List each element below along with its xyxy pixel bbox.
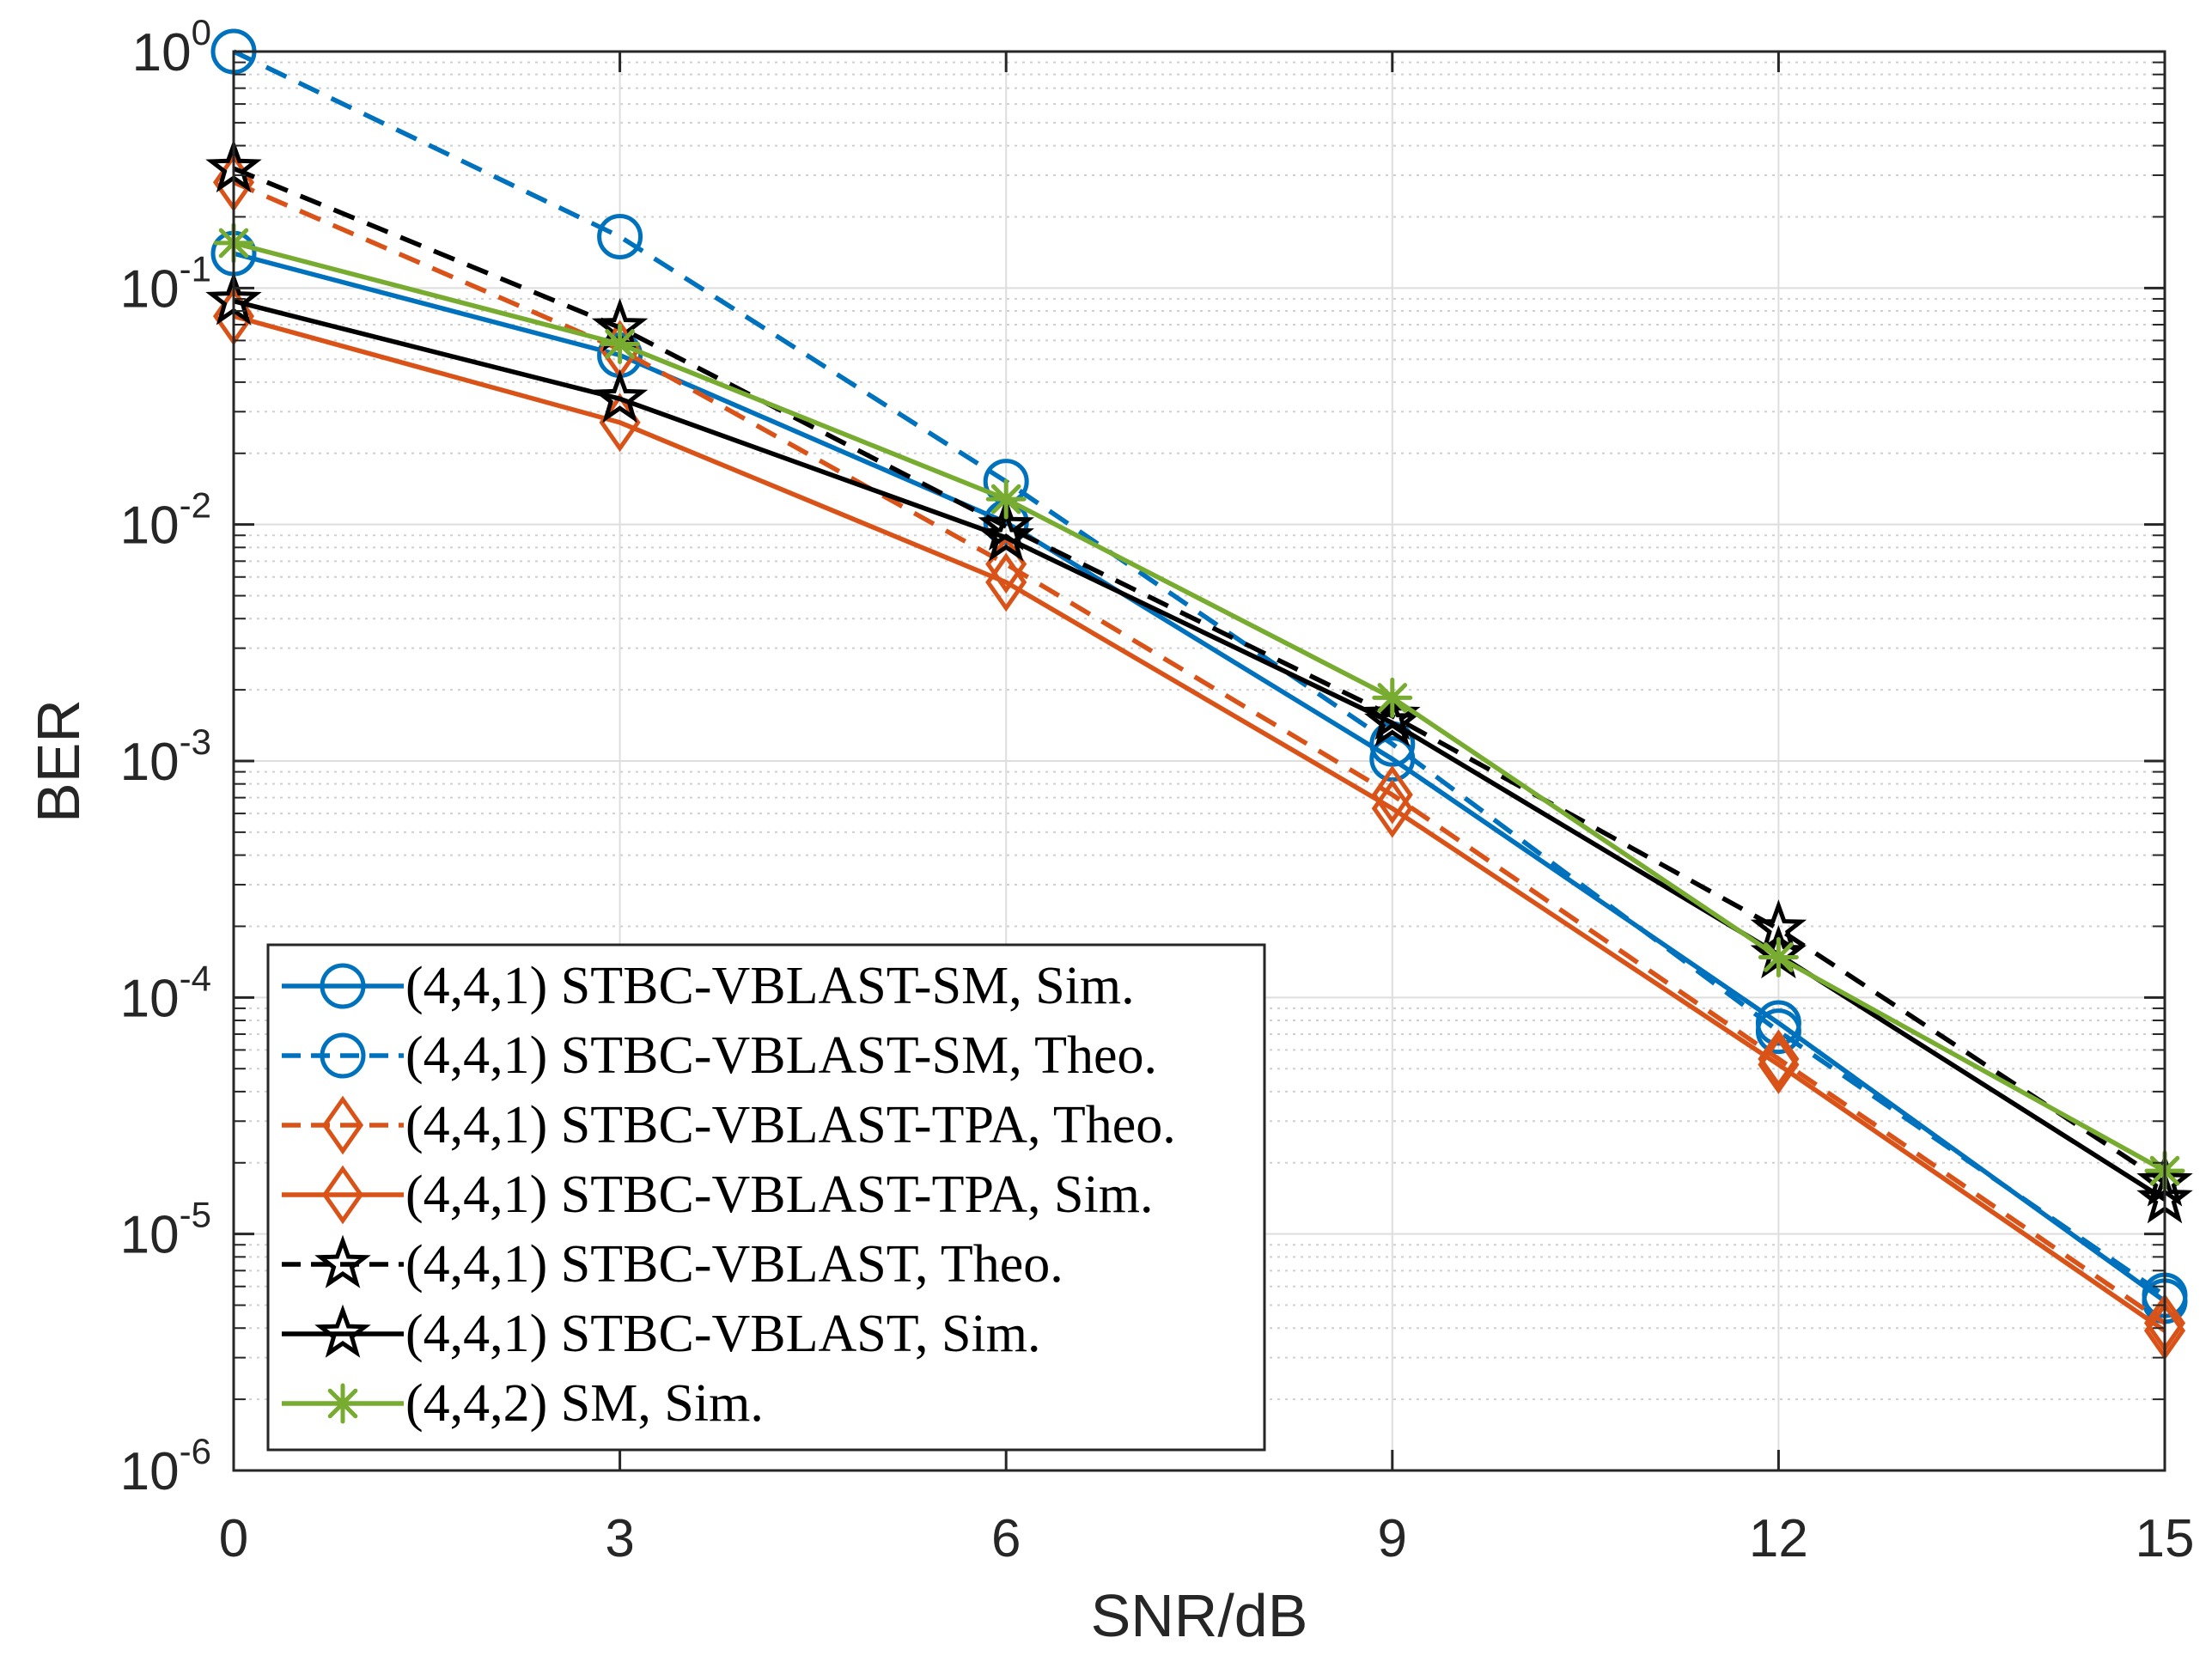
data-point-asterisk — [600, 324, 641, 364]
data-point-star — [1364, 693, 1421, 747]
legend: (4,4,1) STBC-VBLAST-SM, Sim. (4,4,1) STBC… — [266, 943, 1266, 1452]
legend-marker-diamond — [321, 1165, 364, 1225]
legend-marker-circle — [320, 1032, 366, 1079]
series-line — [232, 180, 2166, 1325]
legend-entry: (4,4,1) STBC-VBLAST-SM, Theo. — [282, 1026, 1157, 1085]
data-point-diamond — [1371, 778, 1413, 838]
series-line — [232, 166, 2166, 1185]
legend-label: (4,4,1) STBC-VBLAST, Theo. — [405, 1235, 1063, 1294]
legend-marker-asterisk — [322, 1383, 363, 1424]
data-point-diamond — [1758, 1035, 1800, 1094]
data-point-diamond — [985, 552, 1027, 612]
x-tick-label: 0 — [219, 1509, 248, 1568]
minor-grid — [234, 61, 2165, 1401]
legend-entry: (4,4,1) STBC-VBLAST, Sim. — [282, 1304, 1040, 1363]
legend-marker-circle — [320, 963, 366, 1009]
y-tick-exponent: -3 — [180, 721, 211, 762]
legend-entry: (4,4,1) STBC-VBLAST-SM, Sim. — [282, 957, 1135, 1015]
y-tick-exponent: -5 — [180, 1195, 211, 1235]
legend-marker-diamond — [321, 1095, 364, 1155]
legend-entry: (4,4,1) STBC-VBLAST-TPA, Sim. — [282, 1165, 1153, 1225]
data-point-asterisk — [985, 478, 1027, 520]
series-line — [233, 314, 2166, 1333]
x-tick-label: 9 — [1378, 1509, 1407, 1568]
y-axis-title: BER — [25, 699, 92, 823]
x-tick-label: 15 — [2136, 1509, 2195, 1568]
legend-marker-star — [314, 1304, 371, 1358]
legend-entry: (4,4,1) STBC-VBLAST, Theo. — [282, 1234, 1063, 1294]
legend-label: (4,4,1) STBC-VBLAST-SM, Sim. — [405, 957, 1135, 1015]
x-tick-labels: 0 3 6 9 12 15 — [219, 1509, 2195, 1568]
legend-label: (4,4,1) STBC-VBLAST-TPA, Sim. — [405, 1166, 1153, 1224]
y-tick-exponent: 0 — [192, 12, 211, 52]
data-point-diamond — [1371, 764, 1413, 825]
y-tick-exponent: -1 — [180, 248, 211, 289]
data-point-star — [978, 508, 1034, 562]
y-tick-exponent: -2 — [180, 485, 211, 526]
legend-box — [266, 943, 1266, 1452]
x-axis-title: SNR/dB — [1091, 1582, 1308, 1649]
x-tick-label: 6 — [991, 1509, 1021, 1568]
series-line — [233, 240, 2166, 1173]
axis-ticks — [232, 50, 2166, 1472]
y-tick-exponent: -6 — [180, 1431, 211, 1471]
x-tick-label: 3 — [605, 1509, 634, 1568]
data-point-asterisk — [1758, 937, 1799, 977]
data-point-circle — [597, 213, 643, 259]
data-point-circle — [1755, 1008, 1801, 1055]
legend-marker-star — [314, 1234, 371, 1288]
legend-label: (4,4,2) SM, Sim. — [405, 1374, 764, 1433]
legend-entry: (4,4,2) SM, Sim. — [282, 1374, 764, 1433]
series-line — [232, 49, 2166, 1298]
series-line — [233, 251, 2166, 1304]
data-point-asterisk — [1372, 677, 1413, 718]
data-point-star — [591, 368, 649, 423]
legend-label: (4,4,1) STBC-VBLAST-SM, Theo. — [405, 1026, 1157, 1085]
data-point-diamond — [1758, 1029, 1800, 1089]
series-layer — [205, 28, 2193, 1361]
legend-label: (4,4,1) STBC-VBLAST, Sim. — [405, 1305, 1040, 1363]
x-tick-label: 12 — [1749, 1509, 1808, 1568]
y-tick-exponent: -4 — [180, 958, 211, 998]
legend-entry: (4,4,1) STBC-VBLAST-TPA, Theo. — [282, 1095, 1176, 1155]
legend-label: (4,4,1) STBC-VBLAST-TPA, Theo. — [405, 1096, 1176, 1154]
